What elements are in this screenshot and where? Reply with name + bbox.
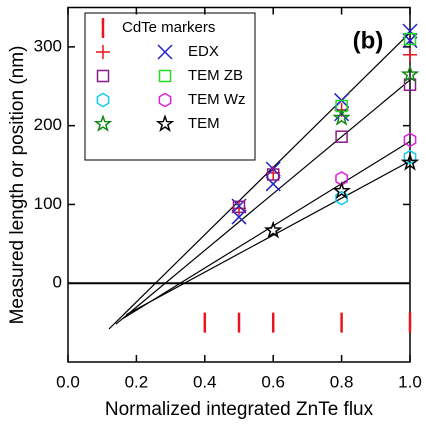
fit-line bbox=[125, 160, 411, 316]
data-point bbox=[266, 168, 280, 181]
legend-label: CdTe markers bbox=[122, 19, 215, 36]
legend-label: TEM Wz bbox=[188, 91, 246, 108]
marker-shape bbox=[332, 181, 351, 199]
marker-shape bbox=[400, 152, 420, 171]
marker-shape bbox=[332, 108, 351, 126]
legend-marker bbox=[96, 69, 110, 83]
data-point bbox=[332, 181, 351, 199]
data-point bbox=[403, 78, 417, 91]
marker-shape bbox=[158, 69, 172, 83]
legend-label: TEM ZB bbox=[188, 67, 243, 84]
marker-shape bbox=[155, 114, 175, 132]
marker-shape bbox=[403, 32, 417, 46]
x-tick-label: 0.6 bbox=[261, 372, 285, 391]
data-point bbox=[403, 149, 417, 165]
x-axis-title: Normalized integrated ZnTe flux bbox=[105, 399, 374, 420]
data-point bbox=[400, 152, 420, 171]
x-tick-label: 0.0 bbox=[56, 372, 80, 391]
fit-line bbox=[115, 79, 411, 325]
panel-label: (b) bbox=[353, 27, 384, 54]
data-point bbox=[335, 190, 348, 206]
marker-shape bbox=[232, 200, 246, 214]
legend-box bbox=[84, 12, 256, 161]
fit-line bbox=[122, 140, 411, 320]
x-tick-label: 0.4 bbox=[193, 372, 217, 391]
marker-shape bbox=[335, 130, 348, 143]
data-point bbox=[263, 220, 283, 239]
legend-marker bbox=[96, 45, 110, 59]
marker-shape bbox=[93, 114, 113, 132]
x-tick-label: 1.0 bbox=[398, 372, 422, 391]
marker-shape bbox=[335, 190, 348, 206]
plot-frame bbox=[67, 6, 411, 363]
y-axis-title: Measured length or position (nm) bbox=[7, 46, 28, 325]
marker-shape bbox=[96, 69, 110, 83]
legend-label: TEM bbox=[188, 115, 220, 132]
marker-shape bbox=[157, 44, 173, 60]
data-point bbox=[403, 32, 417, 46]
legend-marker bbox=[157, 44, 173, 60]
y-tick-label: 0 bbox=[53, 273, 62, 292]
marker-shape bbox=[96, 92, 110, 108]
marker-shape bbox=[403, 132, 417, 148]
marker-shape bbox=[403, 149, 417, 165]
y-tick-label: 200 bbox=[34, 115, 62, 134]
marker-shape bbox=[266, 168, 280, 181]
legend-label: EDX bbox=[188, 43, 219, 60]
data-point bbox=[403, 132, 417, 148]
x-tick-label: 0.8 bbox=[330, 372, 354, 391]
marker-shape bbox=[263, 220, 283, 239]
legend-marker bbox=[158, 92, 172, 108]
legend-marker bbox=[96, 92, 110, 108]
marker-shape bbox=[158, 92, 172, 108]
data-point bbox=[334, 106, 350, 122]
fit-line bbox=[108, 32, 411, 330]
data-point bbox=[335, 130, 348, 143]
y-tick-label: 300 bbox=[34, 36, 62, 55]
marker-shape bbox=[400, 64, 420, 83]
data-point bbox=[403, 47, 417, 62]
marker-shape bbox=[403, 78, 417, 91]
legend-marker bbox=[155, 114, 175, 132]
y-tick-label: 100 bbox=[34, 194, 62, 213]
legend-marker bbox=[93, 114, 113, 132]
data-point bbox=[400, 64, 420, 83]
x-tick-label: 0.2 bbox=[125, 372, 149, 391]
data-point bbox=[232, 200, 246, 214]
legend-marker bbox=[158, 69, 172, 83]
data-point bbox=[332, 108, 351, 126]
marker-shape bbox=[334, 106, 350, 122]
